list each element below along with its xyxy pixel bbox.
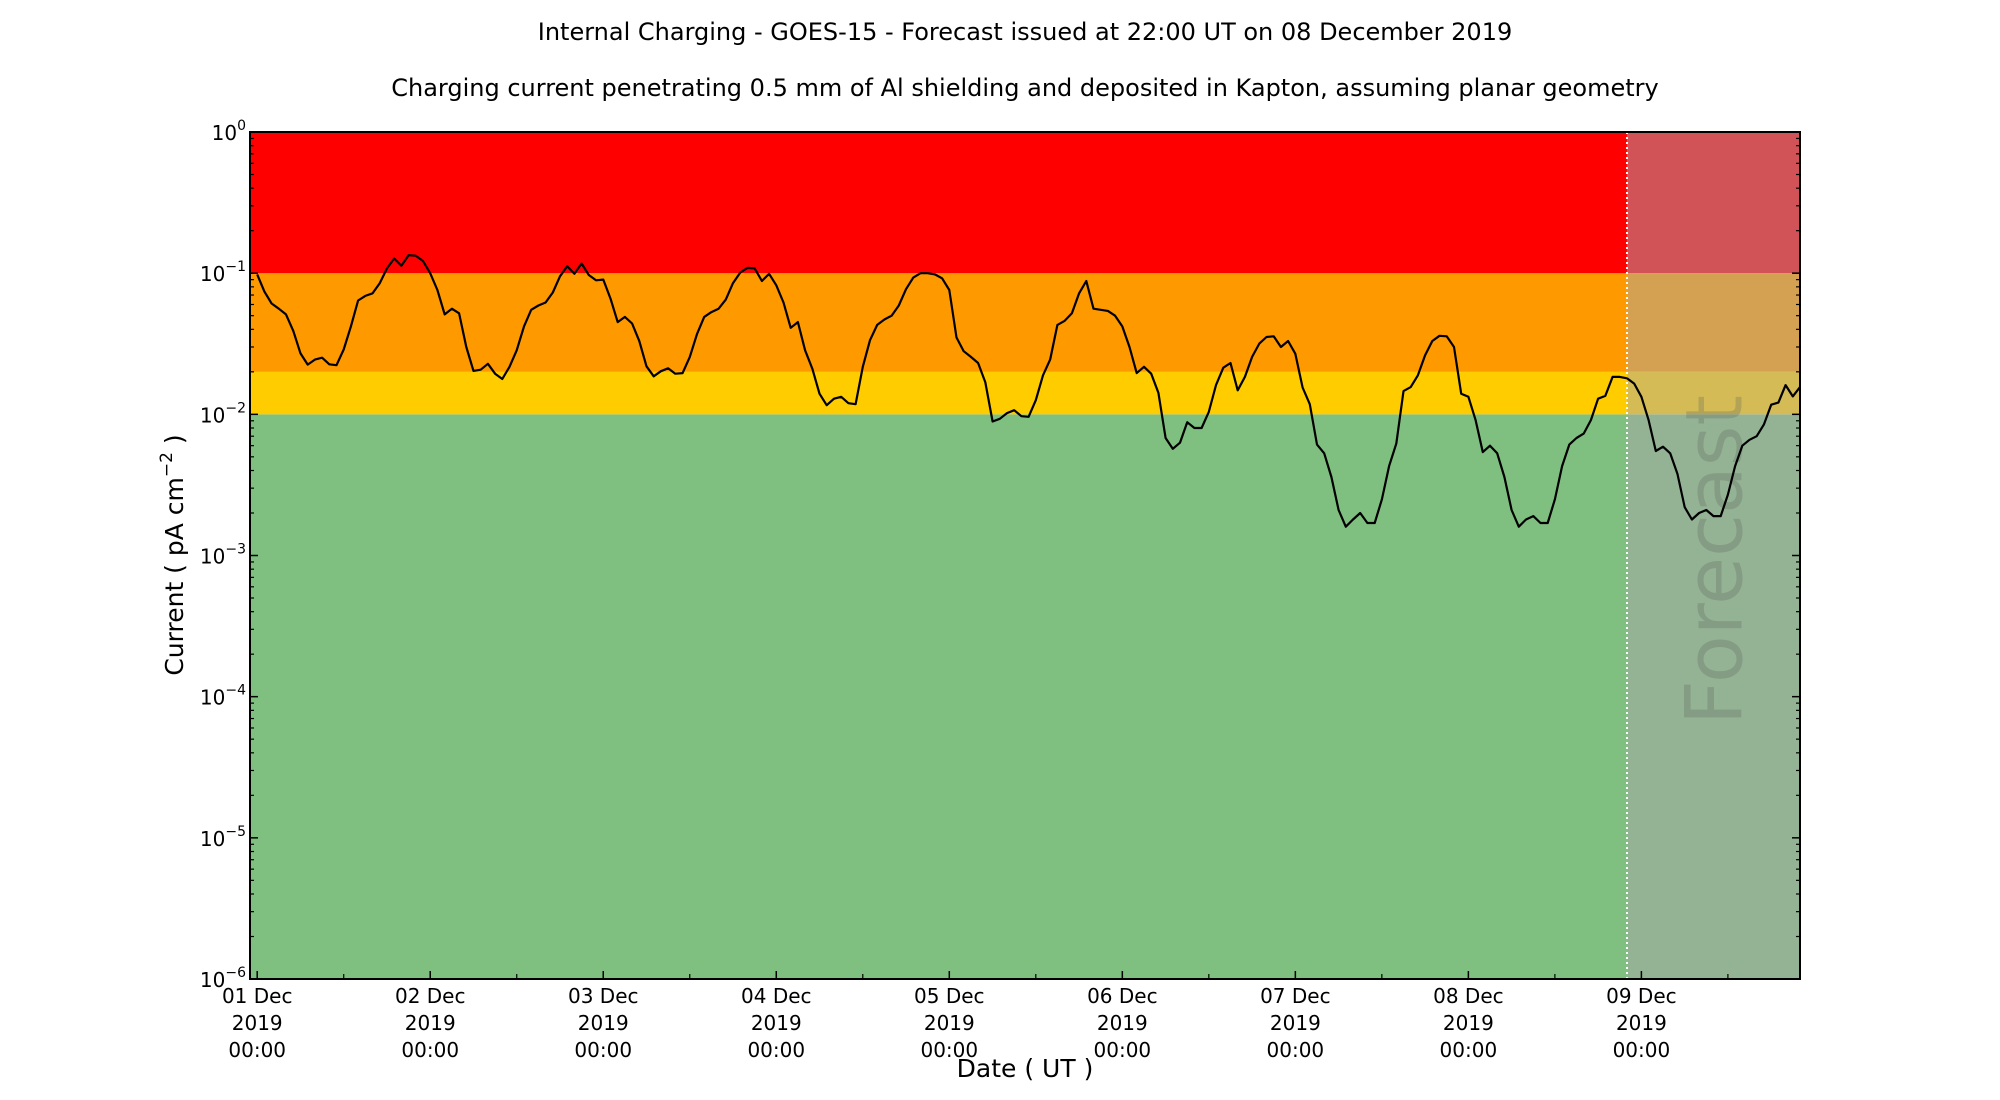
x-tick-label: 00:00 <box>747 1038 805 1062</box>
x-tick-label: 07 Dec <box>1260 984 1331 1008</box>
threshold-bands <box>250 132 1627 979</box>
x-tick-labels: 01 Dec 2019 00:00 02 Dec 2019 00:00 03 Dec 2019… <box>222 984 1677 1062</box>
y-tick-label: 10−1 <box>200 259 246 286</box>
threshold-band <box>250 132 1627 274</box>
y-tick-base: 10 <box>200 262 225 286</box>
x-tick-label: 2019 <box>578 1011 629 1035</box>
y-tick-base: 10 <box>200 968 225 992</box>
y-tick-label: 100 <box>212 118 246 145</box>
current-series-line <box>256 254 1801 528</box>
x-tick-label: 2019 <box>405 1011 456 1035</box>
chart-subtitle: Charging current penetrating 0.5 mm of A… <box>391 74 1659 102</box>
x-tick-label: 00:00 <box>920 1038 978 1062</box>
threshold-band <box>250 273 1627 372</box>
x-tick-label: 2019 <box>1616 1011 1667 1035</box>
x-tick-label: 01 Dec <box>222 984 293 1008</box>
threshold-band <box>250 371 1627 415</box>
x-tick-label: 00:00 <box>401 1038 459 1062</box>
forecast-watermark: Forecast <box>1670 395 1760 725</box>
y-tick-exponent: −4 <box>225 683 246 699</box>
x-tick-label: 04 Dec <box>741 984 812 1008</box>
forecast-shading <box>1626 132 1800 979</box>
y-tick-exponent: −6 <box>225 965 246 981</box>
x-tick-label: 2019 <box>1443 1011 1494 1035</box>
x-tick-label: 2019 <box>232 1011 283 1035</box>
y-tick-base: 10 <box>200 403 225 427</box>
axis-ticks <box>250 131 1800 980</box>
y-tick-exponent: 0 <box>237 118 246 134</box>
x-tick-label: 06 Dec <box>1087 984 1158 1008</box>
x-tick-label: 08 Dec <box>1433 984 1504 1008</box>
y-tick-exponent: −1 <box>225 259 246 275</box>
x-tick-label: 00:00 <box>1267 1038 1325 1062</box>
x-tick-label: 00:00 <box>228 1038 286 1062</box>
y-tick-exponent: −3 <box>225 542 246 558</box>
y-axis-label-close: ) <box>160 434 189 452</box>
forecast-band <box>1626 132 1800 274</box>
x-tick-label: 2019 <box>1270 1011 1321 1035</box>
x-tick-label: 00:00 <box>1440 1038 1498 1062</box>
threshold-band <box>250 414 1627 979</box>
y-tick-base: 10 <box>212 121 237 145</box>
y-tick-exponent: −2 <box>225 400 246 416</box>
x-tick-label: 2019 <box>924 1011 975 1035</box>
chart-title: Internal Charging - GOES-15 - Forecast i… <box>538 18 1512 46</box>
x-tick-label: 09 Dec <box>1606 984 1677 1008</box>
x-tick-label: 03 Dec <box>568 984 639 1008</box>
y-axis-label-exponent: −2 <box>157 452 177 477</box>
x-tick-label: 00:00 <box>1094 1038 1152 1062</box>
x-tick-label: 05 Dec <box>914 984 985 1008</box>
x-tick-label: 00:00 <box>1613 1038 1671 1062</box>
x-tick-label: 02 Dec <box>395 984 466 1008</box>
y-axis-label-text: Current ( pA cm <box>160 477 189 676</box>
y-tick-label: 10−4 <box>200 683 246 710</box>
x-tick-label: 2019 <box>1097 1011 1148 1035</box>
y-tick-base: 10 <box>200 827 225 851</box>
forecast-band <box>1626 273 1800 372</box>
y-tick-label: 10−6 <box>200 965 246 992</box>
y-tick-label: 10−3 <box>200 542 246 569</box>
y-tick-label: 10−2 <box>200 400 246 427</box>
x-tick-label: 00:00 <box>574 1038 632 1062</box>
y-tick-base: 10 <box>200 545 225 569</box>
y-tick-base: 10 <box>200 686 225 710</box>
y-tick-label: 10−5 <box>200 824 246 851</box>
y-tick-exponent: −5 <box>225 824 246 840</box>
y-axis-label: Current ( pA cm−2 ) <box>157 434 189 675</box>
x-axis-label: Date ( UT ) <box>957 1054 1094 1083</box>
x-tick-label: 2019 <box>751 1011 802 1035</box>
forecast-band <box>1626 414 1800 979</box>
